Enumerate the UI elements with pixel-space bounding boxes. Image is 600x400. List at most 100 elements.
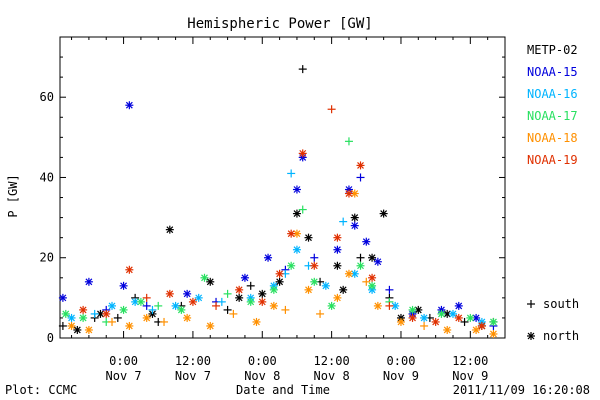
data-point-north [437,309,446,318]
data-point-south [420,321,429,330]
legend-item: NOAA-15 [527,65,578,79]
data-point-north [368,281,377,290]
y-tick-label: 40 [40,170,54,184]
data-point-south [217,297,226,306]
data-point-north [350,213,359,222]
x-tick-time-label: 12:00 [452,354,488,368]
data-point-north [368,253,377,262]
data-point-south [385,285,394,294]
data-point-north [292,185,301,194]
data-point-north [350,221,359,230]
data-point-north [67,321,76,330]
data-point-north [125,101,134,110]
data-point-south [356,173,365,182]
x-tick-date-label: Nov 8 [244,369,280,383]
data-point-north [350,189,359,198]
axis-ticks [60,36,506,339]
data-point-south [339,217,348,226]
data-point-north [321,281,330,290]
data-point-south [160,317,169,326]
data-point-south [287,169,296,178]
data-point-north [292,245,301,254]
data-point-north [396,317,405,326]
data-point-north [269,301,278,310]
data-point-south [385,301,394,310]
legend-item: NOAA-16 [527,87,578,101]
data-point-north [431,317,440,326]
data-point-north [252,317,261,326]
data-point-north [73,325,82,334]
data-point-north [350,269,359,278]
legend-item: NOAA-19 [527,153,578,167]
data-point-north [310,277,319,286]
data-point-south [113,313,122,322]
legend-marker-plus [527,300,535,308]
x-axis-label: Date and Time [236,383,330,397]
data-point-north [292,209,301,218]
data-point-north [333,245,342,254]
data-point-north [310,261,319,270]
legend-item: NOAA-17 [527,109,578,123]
data-point-north [448,309,457,318]
data-point-north [339,285,348,294]
data-point-south [148,305,157,314]
data-point-south [460,317,469,326]
data-point-north [373,257,382,266]
data-point-north [108,301,117,310]
data-point-north [379,209,388,218]
data-point-north [235,293,244,302]
y-tick-label: 0 [47,331,54,345]
data-point-north [420,313,429,322]
x-tick-time-label: 0:00 [248,354,277,368]
data-point-north [264,253,273,262]
x-tick-date-label: Nov 8 [314,369,350,383]
data-point-south [310,253,319,262]
data-point-north [477,321,486,330]
data-point-north [61,309,70,318]
data-point-north [269,285,278,294]
data-point-north [119,281,128,290]
data-point-north [188,297,197,306]
data-point-north [489,317,498,326]
plot-frame [59,36,506,339]
data-point-north [327,301,336,310]
data-point-north [84,325,93,334]
data-point-north [183,289,192,298]
data-point-north [344,269,353,278]
y-tick-label: 60 [40,90,54,104]
data-point-south [362,277,371,286]
data-point-south [223,289,232,298]
data-point-south [108,317,117,326]
y-tick-labels: 0 20 40 60 [40,90,54,345]
marker-legend: south north [527,297,579,343]
data-point-north [333,233,342,242]
marker-legend-label: north [543,329,579,343]
data-point-south [316,309,325,318]
data-point-south [356,253,365,262]
data-point-north [443,325,452,334]
data-point-north [165,225,174,234]
data-point-north [246,297,255,306]
data-point-north [58,293,67,302]
data-point-north [235,285,244,294]
data-point-north [102,309,111,318]
x-tick-date-label: Nov 7 [175,369,211,383]
data-point-north [240,273,249,282]
data-point-north [454,301,463,310]
data-point-south [58,321,67,330]
data-point-north [373,301,382,310]
data-point-north [275,269,284,278]
data-point-north [177,305,186,314]
data-point-south [154,301,163,310]
data-point-north [183,313,192,322]
marker-legend-label: south [543,297,579,311]
data-point-north [333,293,342,302]
data-point-north [304,233,313,242]
data-point-north [125,321,134,330]
data-point-north [362,237,371,246]
data-point-south [229,309,238,318]
data-point-north [489,329,498,338]
data-point-north [304,285,313,294]
